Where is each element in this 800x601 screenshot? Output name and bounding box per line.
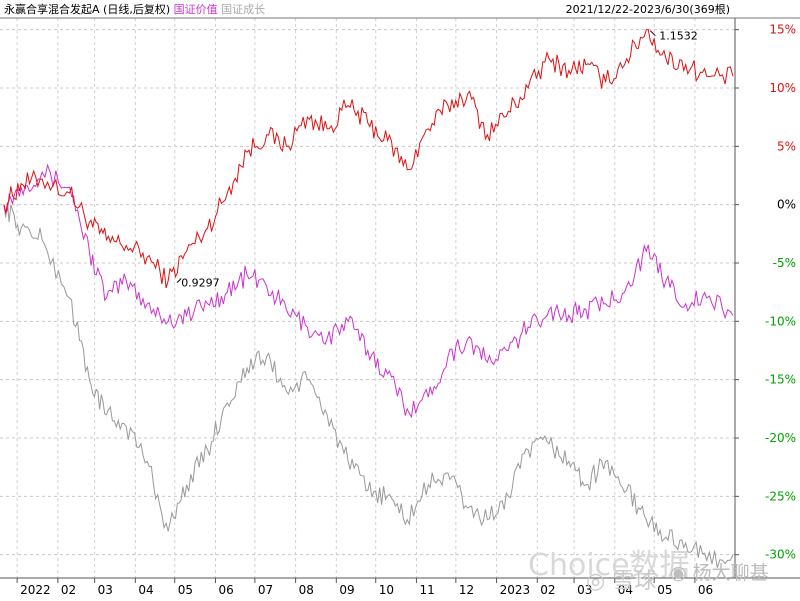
watermark-choice: Choice数据 [528, 548, 690, 583]
legend-value-index[interactable]: 国证价值 [173, 3, 218, 16]
x-tick-label: 12 [459, 583, 474, 597]
y-tick-label: 15% [769, 23, 796, 37]
annotation-arrow [176, 278, 182, 283]
x-tick-label: 03 [98, 583, 113, 597]
chart-header: 永赢合享混合发起A (日线,后复权) 国证价值 国证成长 [4, 3, 265, 17]
chart-mode: (日线,后复权) [103, 3, 171, 16]
grid-layer [0, 18, 735, 578]
annotation-label: 0.9297 [181, 277, 220, 290]
series-line-1 [3, 163, 734, 419]
watermark-xueqiu: ◎ 雪球 [586, 563, 656, 595]
x-tick-label: 05 [178, 583, 193, 597]
annotation-label: 1.1532 [659, 30, 698, 43]
y-tick-label: -5% [773, 256, 796, 270]
annotation-arrow [649, 30, 656, 37]
y-tick-label: 10% [769, 81, 796, 95]
x-tick-label: 06 [218, 583, 233, 597]
x-tick-label: 02 [61, 583, 76, 597]
y-tick-label: 5% [777, 139, 796, 153]
y-tick-label: -30% [765, 548, 796, 562]
x-tick-label: 06 [698, 583, 713, 597]
legend-growth-index[interactable]: 国证成长 [221, 3, 266, 16]
watermark-xueqiu-text: 雪球 [612, 569, 657, 594]
x-tick-label: 10 [379, 583, 394, 597]
x-tick-label: 08 [299, 583, 314, 597]
y-tick-label: -15% [765, 373, 796, 387]
x-tick-label: 11 [419, 583, 434, 597]
x-tick-label: 04 [618, 583, 633, 597]
series-line-2 [3, 202, 734, 568]
xueqiu-icon: ◎ [586, 569, 606, 594]
annotation-layer: 1.1532 0.9297 [176, 30, 698, 290]
axis-layer: 15% 10% 5% 0% -5% -10% -15% -20% -25% -30% 2022 02 0… [0, 17, 800, 597]
x-tick-label: 03 [577, 583, 592, 597]
x-tick-label: 09 [339, 583, 354, 597]
watermark-author-text: 杨大聊基 [692, 562, 769, 584]
x-tick-label: 05 [657, 583, 672, 597]
date-range: 2021/12/22-2023/6/30(369根) [565, 3, 730, 16]
watermark-author: ◉ 杨大聊基 [670, 558, 769, 585]
series-layer [3, 28, 734, 568]
wechat-icon: ◉ [670, 562, 687, 584]
x-tick-label: 2022 [20, 583, 51, 597]
fund-name: 永赢合享混合发起A [4, 3, 100, 16]
y-tick-label: -20% [765, 431, 796, 445]
x-tick-label: 02 [540, 583, 555, 597]
y-tick-label: -10% [765, 314, 796, 328]
x-tick-label: 04 [138, 583, 153, 597]
series-line-0 [3, 28, 734, 289]
y-tick-label: -25% [765, 489, 796, 503]
y-tick-label: 0% [777, 198, 796, 212]
x-tick-label: 07 [258, 583, 273, 597]
x-tick-label: 2023 [500, 583, 531, 597]
